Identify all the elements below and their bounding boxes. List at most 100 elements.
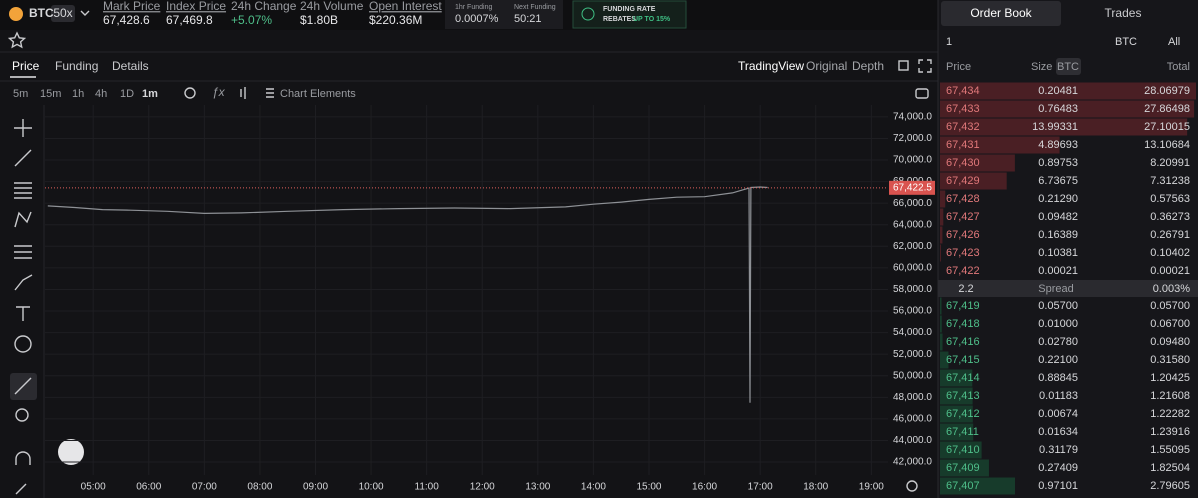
chart-elements[interactable]: Chart Elements bbox=[280, 88, 356, 100]
ruler-tool-bg[interactable] bbox=[10, 373, 37, 400]
tradingview-logo[interactable] bbox=[58, 439, 84, 465]
x-tick-label: 18:00 bbox=[803, 482, 828, 493]
asks-price[interactable]: 67,422 bbox=[946, 265, 980, 277]
y-tick-label: 48,000.0 bbox=[893, 392, 932, 403]
bids-price[interactable]: 67,410 bbox=[946, 444, 980, 456]
bids-price[interactable]: 67,416 bbox=[946, 336, 980, 348]
asks-price[interactable]: 67,423 bbox=[946, 247, 980, 259]
text-tool[interactable] bbox=[16, 306, 30, 321]
indicator-icon[interactable]: ƒx bbox=[212, 85, 226, 99]
magnet-tool[interactable] bbox=[15, 451, 31, 465]
bids-price[interactable]: 67,407 bbox=[946, 480, 980, 492]
y-tick-label: 56,000.0 bbox=[893, 306, 932, 317]
y-tick-label: 50,000.0 bbox=[893, 370, 932, 381]
asks-price[interactable]: 67,429 bbox=[946, 175, 980, 187]
bids-depth-bar bbox=[940, 459, 989, 477]
asks-price[interactable]: 67,427 bbox=[946, 211, 980, 223]
leverage-badge[interactable] bbox=[51, 5, 75, 22]
asks-size: 0.76483 bbox=[1038, 103, 1078, 115]
interval[interactable]: 1m bbox=[142, 88, 158, 100]
promo-highlight: UP TO 15% bbox=[633, 16, 671, 23]
bids-price[interactable]: 67,414 bbox=[946, 372, 980, 384]
zoom-tool[interactable] bbox=[15, 408, 29, 422]
bids-total: 1.82504 bbox=[1150, 462, 1190, 474]
promo-box[interactable] bbox=[572, 0, 687, 29]
asks-price[interactable]: 67,432 bbox=[946, 121, 980, 133]
asks-price[interactable]: 67,426 bbox=[946, 229, 980, 241]
replay-icon[interactable] bbox=[240, 87, 246, 99]
asks-price[interactable]: 67,430 bbox=[946, 157, 980, 169]
fib-tool[interactable] bbox=[14, 182, 32, 199]
interval[interactable]: 4h bbox=[95, 88, 107, 100]
y-tick-label: 66,000.0 bbox=[893, 198, 932, 209]
fullscreen-icon[interactable] bbox=[918, 59, 932, 73]
stat-label: 24h Change bbox=[231, 0, 297, 13]
spread-row bbox=[938, 280, 1198, 297]
asks-depth-bar bbox=[940, 82, 1196, 100]
crosshair-tool[interactable] bbox=[14, 119, 32, 137]
compare-icon[interactable] bbox=[184, 87, 196, 99]
emoji-tool[interactable] bbox=[14, 335, 32, 353]
bids-total: 1.21608 bbox=[1150, 390, 1190, 402]
pattern-tool[interactable] bbox=[14, 211, 32, 228]
eraser-tool[interactable] bbox=[15, 483, 27, 495]
ruler-tool[interactable] bbox=[14, 377, 32, 395]
view-tab[interactable]: Depth bbox=[852, 59, 884, 73]
coin-icon bbox=[9, 7, 23, 21]
interval[interactable]: 1h bbox=[72, 88, 84, 100]
asks-price[interactable]: 67,434 bbox=[946, 85, 980, 97]
stat-value: 67,428.6 bbox=[103, 13, 150, 27]
favorite-star[interactable] bbox=[7, 31, 27, 49]
book-tab[interactable]: Order Book bbox=[970, 6, 1032, 20]
filter-select[interactable]: All bbox=[1168, 36, 1180, 48]
unit-select[interactable]: BTC bbox=[1115, 36, 1137, 48]
layout-icon[interactable] bbox=[898, 60, 909, 71]
chart-tab[interactable]: Funding bbox=[55, 59, 98, 73]
asks-total: 8.20991 bbox=[1150, 157, 1190, 169]
asks-total: 27.10015 bbox=[1144, 121, 1190, 133]
asks-price[interactable]: 67,431 bbox=[946, 139, 980, 151]
asks-total: 0.36273 bbox=[1150, 211, 1190, 223]
elements-icon[interactable] bbox=[266, 88, 274, 98]
view-tab[interactable]: Original bbox=[806, 59, 847, 73]
symbol-dropdown[interactable] bbox=[80, 10, 90, 16]
bids-price[interactable]: 67,409 bbox=[946, 462, 980, 474]
unit-badge[interactable] bbox=[1056, 58, 1081, 75]
asks-price[interactable]: 67,433 bbox=[946, 103, 980, 115]
bids-price[interactable]: 67,411 bbox=[946, 426, 979, 438]
chart-tab[interactable]: Price bbox=[12, 59, 40, 73]
funding-label: 1hr Funding bbox=[455, 4, 492, 11]
symbol[interactable]: BTC bbox=[29, 6, 54, 20]
active-book-tab[interactable] bbox=[941, 1, 1061, 26]
bids-price[interactable]: 67,415 bbox=[946, 354, 980, 366]
bids-price[interactable]: 67,413 bbox=[946, 390, 980, 402]
x-tick-label: 06:00 bbox=[136, 482, 161, 493]
funding-value: 0.0007% bbox=[455, 13, 499, 25]
bids-price[interactable]: 67,418 bbox=[946, 318, 980, 330]
view-tab[interactable]: TradingView bbox=[738, 59, 804, 73]
bids-price[interactable]: 67,412 bbox=[946, 408, 980, 420]
interval[interactable]: 1D bbox=[120, 88, 134, 100]
bids-price[interactable]: 67,419 bbox=[946, 300, 980, 312]
asks-price[interactable]: 67,428 bbox=[946, 193, 980, 205]
interval[interactable]: 15m bbox=[40, 88, 61, 100]
chart-tab[interactable]: Details bbox=[112, 59, 149, 73]
y-tick-label: 74,000.0 bbox=[893, 112, 932, 123]
bids-depth-bar bbox=[940, 387, 973, 405]
projection-tool[interactable] bbox=[14, 245, 32, 259]
asks-size: 0.89753 bbox=[1038, 157, 1078, 169]
col-total: Total bbox=[1167, 61, 1190, 73]
book-tab[interactable]: Trades bbox=[1105, 6, 1142, 20]
bids-size: 0.00674 bbox=[1038, 408, 1078, 420]
interval[interactable]: 5m bbox=[13, 88, 28, 100]
y-tick-label: 42,000.0 bbox=[893, 457, 932, 468]
asks-total: 0.00021 bbox=[1150, 265, 1190, 277]
brush-tool[interactable] bbox=[14, 274, 33, 291]
leverage[interactable]: 50x bbox=[53, 6, 72, 20]
camera-icon[interactable] bbox=[915, 88, 929, 99]
settings-icon[interactable] bbox=[906, 480, 918, 492]
grouping[interactable]: 1 bbox=[946, 36, 952, 48]
trendline-tool[interactable] bbox=[14, 149, 32, 167]
bids-depth-bar bbox=[940, 423, 974, 441]
bids-size: 0.22100 bbox=[1038, 354, 1078, 366]
